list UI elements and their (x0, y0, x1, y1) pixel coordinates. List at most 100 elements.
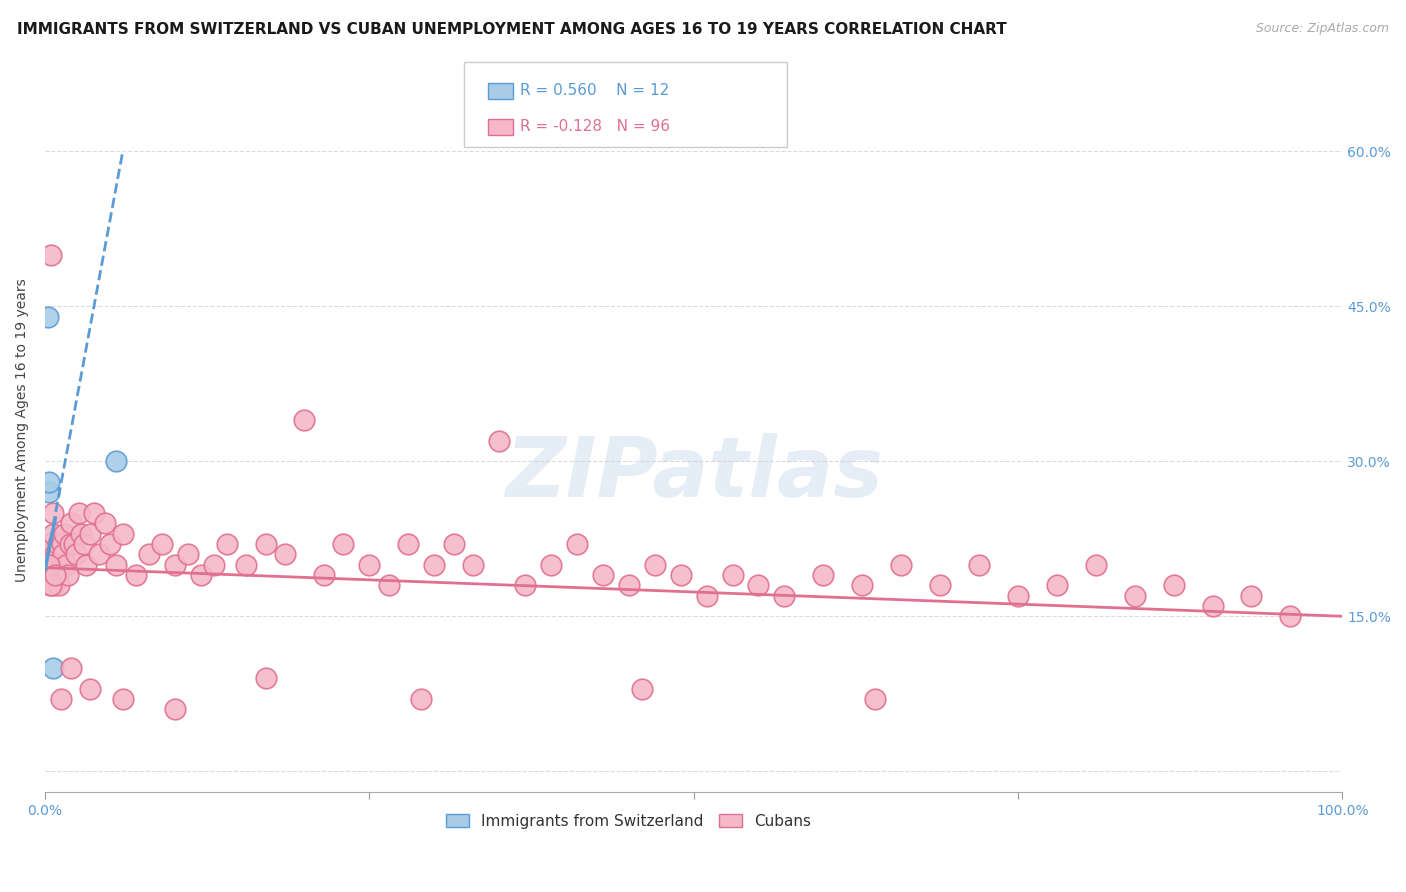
Point (51, 537, 73, 551)
Point (176, 547, 198, 561)
Point (163, 558, 186, 572)
Point (274, 547, 297, 561)
Point (163, 702, 186, 716)
Point (1201, 599, 1223, 613)
Point (138, 547, 160, 561)
Point (79, 526, 101, 541)
Point (39, 558, 62, 572)
Point (644, 558, 666, 572)
Point (48, 578, 70, 592)
Point (46, 537, 69, 551)
Point (52, 547, 75, 561)
Point (254, 671, 277, 685)
Text: Source: ZipAtlas.com: Source: ZipAtlas.com (1256, 22, 1389, 36)
Point (46, 568, 69, 582)
Point (42, 568, 65, 582)
Point (1007, 589, 1029, 603)
Text: ZIPatlas: ZIPatlas (505, 434, 883, 514)
Point (851, 578, 873, 592)
Point (39, 547, 62, 561)
Point (813, 568, 835, 582)
Point (617, 578, 640, 592)
Point (696, 589, 718, 603)
Point (42, 558, 65, 572)
Point (39, 547, 62, 561)
Point (488, 434, 510, 448)
Text: R = -0.128   N = 96: R = -0.128 N = 96 (520, 120, 671, 135)
Point (721, 568, 744, 582)
Point (59, 661, 82, 675)
Point (747, 578, 769, 592)
Legend: Immigrants from Switzerland, Cubans: Immigrants from Switzerland, Cubans (440, 807, 817, 835)
Point (150, 537, 173, 551)
Text: R = 0.560    N = 12: R = 0.560 N = 12 (520, 83, 669, 98)
Point (41, 558, 63, 572)
Point (312, 568, 335, 582)
Point (773, 589, 796, 603)
Point (411, 692, 433, 706)
Point (83, 506, 105, 520)
Point (93, 516, 115, 531)
Point (70, 526, 93, 541)
Point (630, 681, 652, 696)
Point (59, 537, 82, 551)
Point (38, 537, 60, 551)
Point (1084, 558, 1107, 572)
Point (41, 578, 63, 592)
Point (565, 537, 588, 551)
Point (38, 558, 60, 572)
Point (423, 558, 446, 572)
Point (111, 526, 134, 541)
Point (1046, 578, 1069, 592)
Point (42, 526, 65, 541)
Point (73, 537, 96, 551)
Point (49, 558, 72, 572)
Point (235, 558, 257, 572)
Point (65, 547, 87, 561)
Point (53, 526, 76, 541)
Point (1240, 589, 1263, 603)
Point (58, 568, 80, 582)
Point (377, 578, 399, 592)
Text: IMMIGRANTS FROM SWITZERLAND VS CUBAN UNEMPLOYMENT AMONG AGES 16 TO 19 YEARS CORR: IMMIGRANTS FROM SWITZERLAND VS CUBAN UNE… (17, 22, 1007, 37)
Point (443, 537, 465, 551)
Point (254, 537, 277, 551)
Point (865, 692, 887, 706)
Point (540, 558, 562, 572)
Point (44, 547, 66, 561)
Point (38, 475, 60, 489)
Point (44, 568, 66, 582)
Point (39, 578, 62, 592)
Point (41, 537, 63, 551)
Point (45, 558, 67, 572)
Point (202, 558, 225, 572)
Point (359, 558, 381, 572)
Point (67, 506, 90, 520)
Point (967, 558, 990, 572)
Point (98, 537, 121, 551)
Point (513, 578, 536, 592)
Y-axis label: Unemployment Among Ages 16 to 19 years: Unemployment Among Ages 16 to 19 years (15, 278, 30, 582)
Point (42, 506, 65, 520)
Point (105, 558, 128, 572)
Point (1279, 609, 1302, 624)
Point (190, 568, 212, 582)
Point (55, 558, 77, 572)
Point (42, 661, 65, 675)
Point (41, 568, 63, 582)
Point (215, 537, 238, 551)
Point (41, 547, 63, 561)
Point (38, 568, 60, 582)
Point (669, 568, 692, 582)
Point (89, 547, 111, 561)
Point (461, 558, 484, 572)
Point (76, 558, 98, 572)
Point (62, 537, 84, 551)
Point (59, 516, 82, 531)
Point (38, 485, 60, 500)
Point (41, 558, 63, 572)
Point (42, 578, 65, 592)
Point (49, 692, 72, 706)
Point (37, 310, 59, 324)
Point (37, 558, 59, 572)
